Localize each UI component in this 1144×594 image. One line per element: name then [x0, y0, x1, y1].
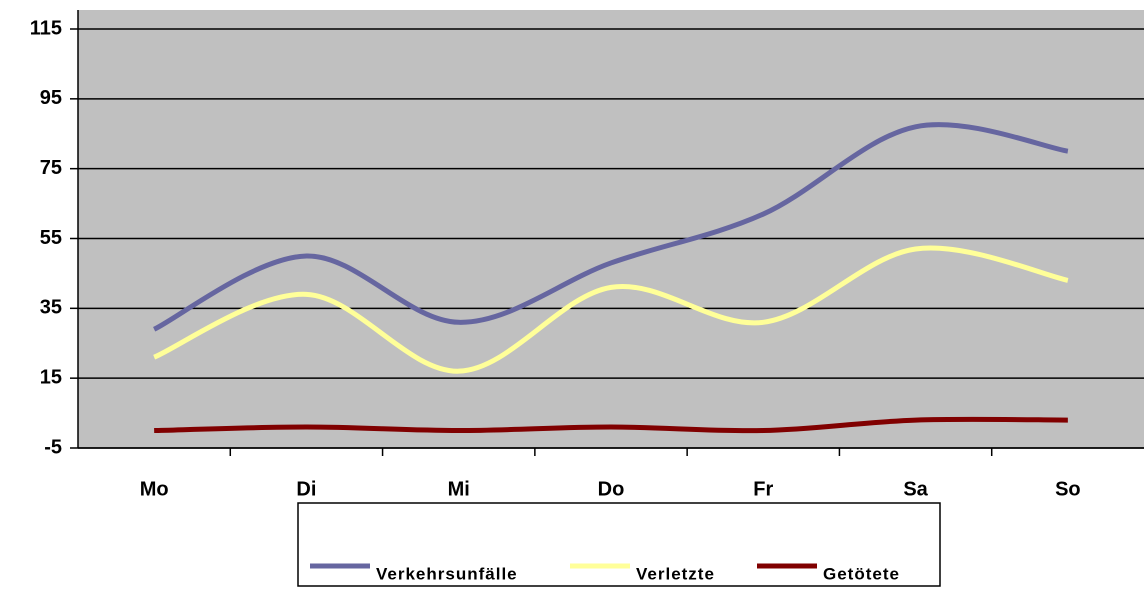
x-tick-label: Di — [296, 478, 316, 500]
series-line — [154, 416, 1068, 434]
x-tick-label: Sa — [903, 478, 928, 500]
x-tick-label: Fr — [753, 478, 773, 500]
x-tick-label: So — [1055, 478, 1081, 500]
x-tick-label: Mi — [448, 478, 470, 500]
legend-label: Getötete — [823, 564, 900, 583]
x-tick-label: Do — [598, 478, 625, 500]
y-tick-label: 75 — [40, 157, 62, 179]
series-line — [153, 245, 1069, 374]
legend-label: Verletzte — [636, 564, 715, 583]
y-tick-label: 15 — [40, 366, 62, 388]
y-tick-label: 95 — [40, 87, 62, 109]
y-tick-label: 115 — [30, 17, 62, 39]
legend-label: Verkehrsunfälle — [376, 564, 518, 583]
y-tick-label: 55 — [40, 227, 62, 249]
y-tick-label: 35 — [40, 297, 62, 319]
plot-area — [78, 10, 1144, 448]
legend — [297, 502, 941, 587]
x-tick-label: Mo — [140, 478, 169, 500]
series-line — [153, 122, 1069, 332]
y-tick-label: -5 — [44, 436, 62, 458]
